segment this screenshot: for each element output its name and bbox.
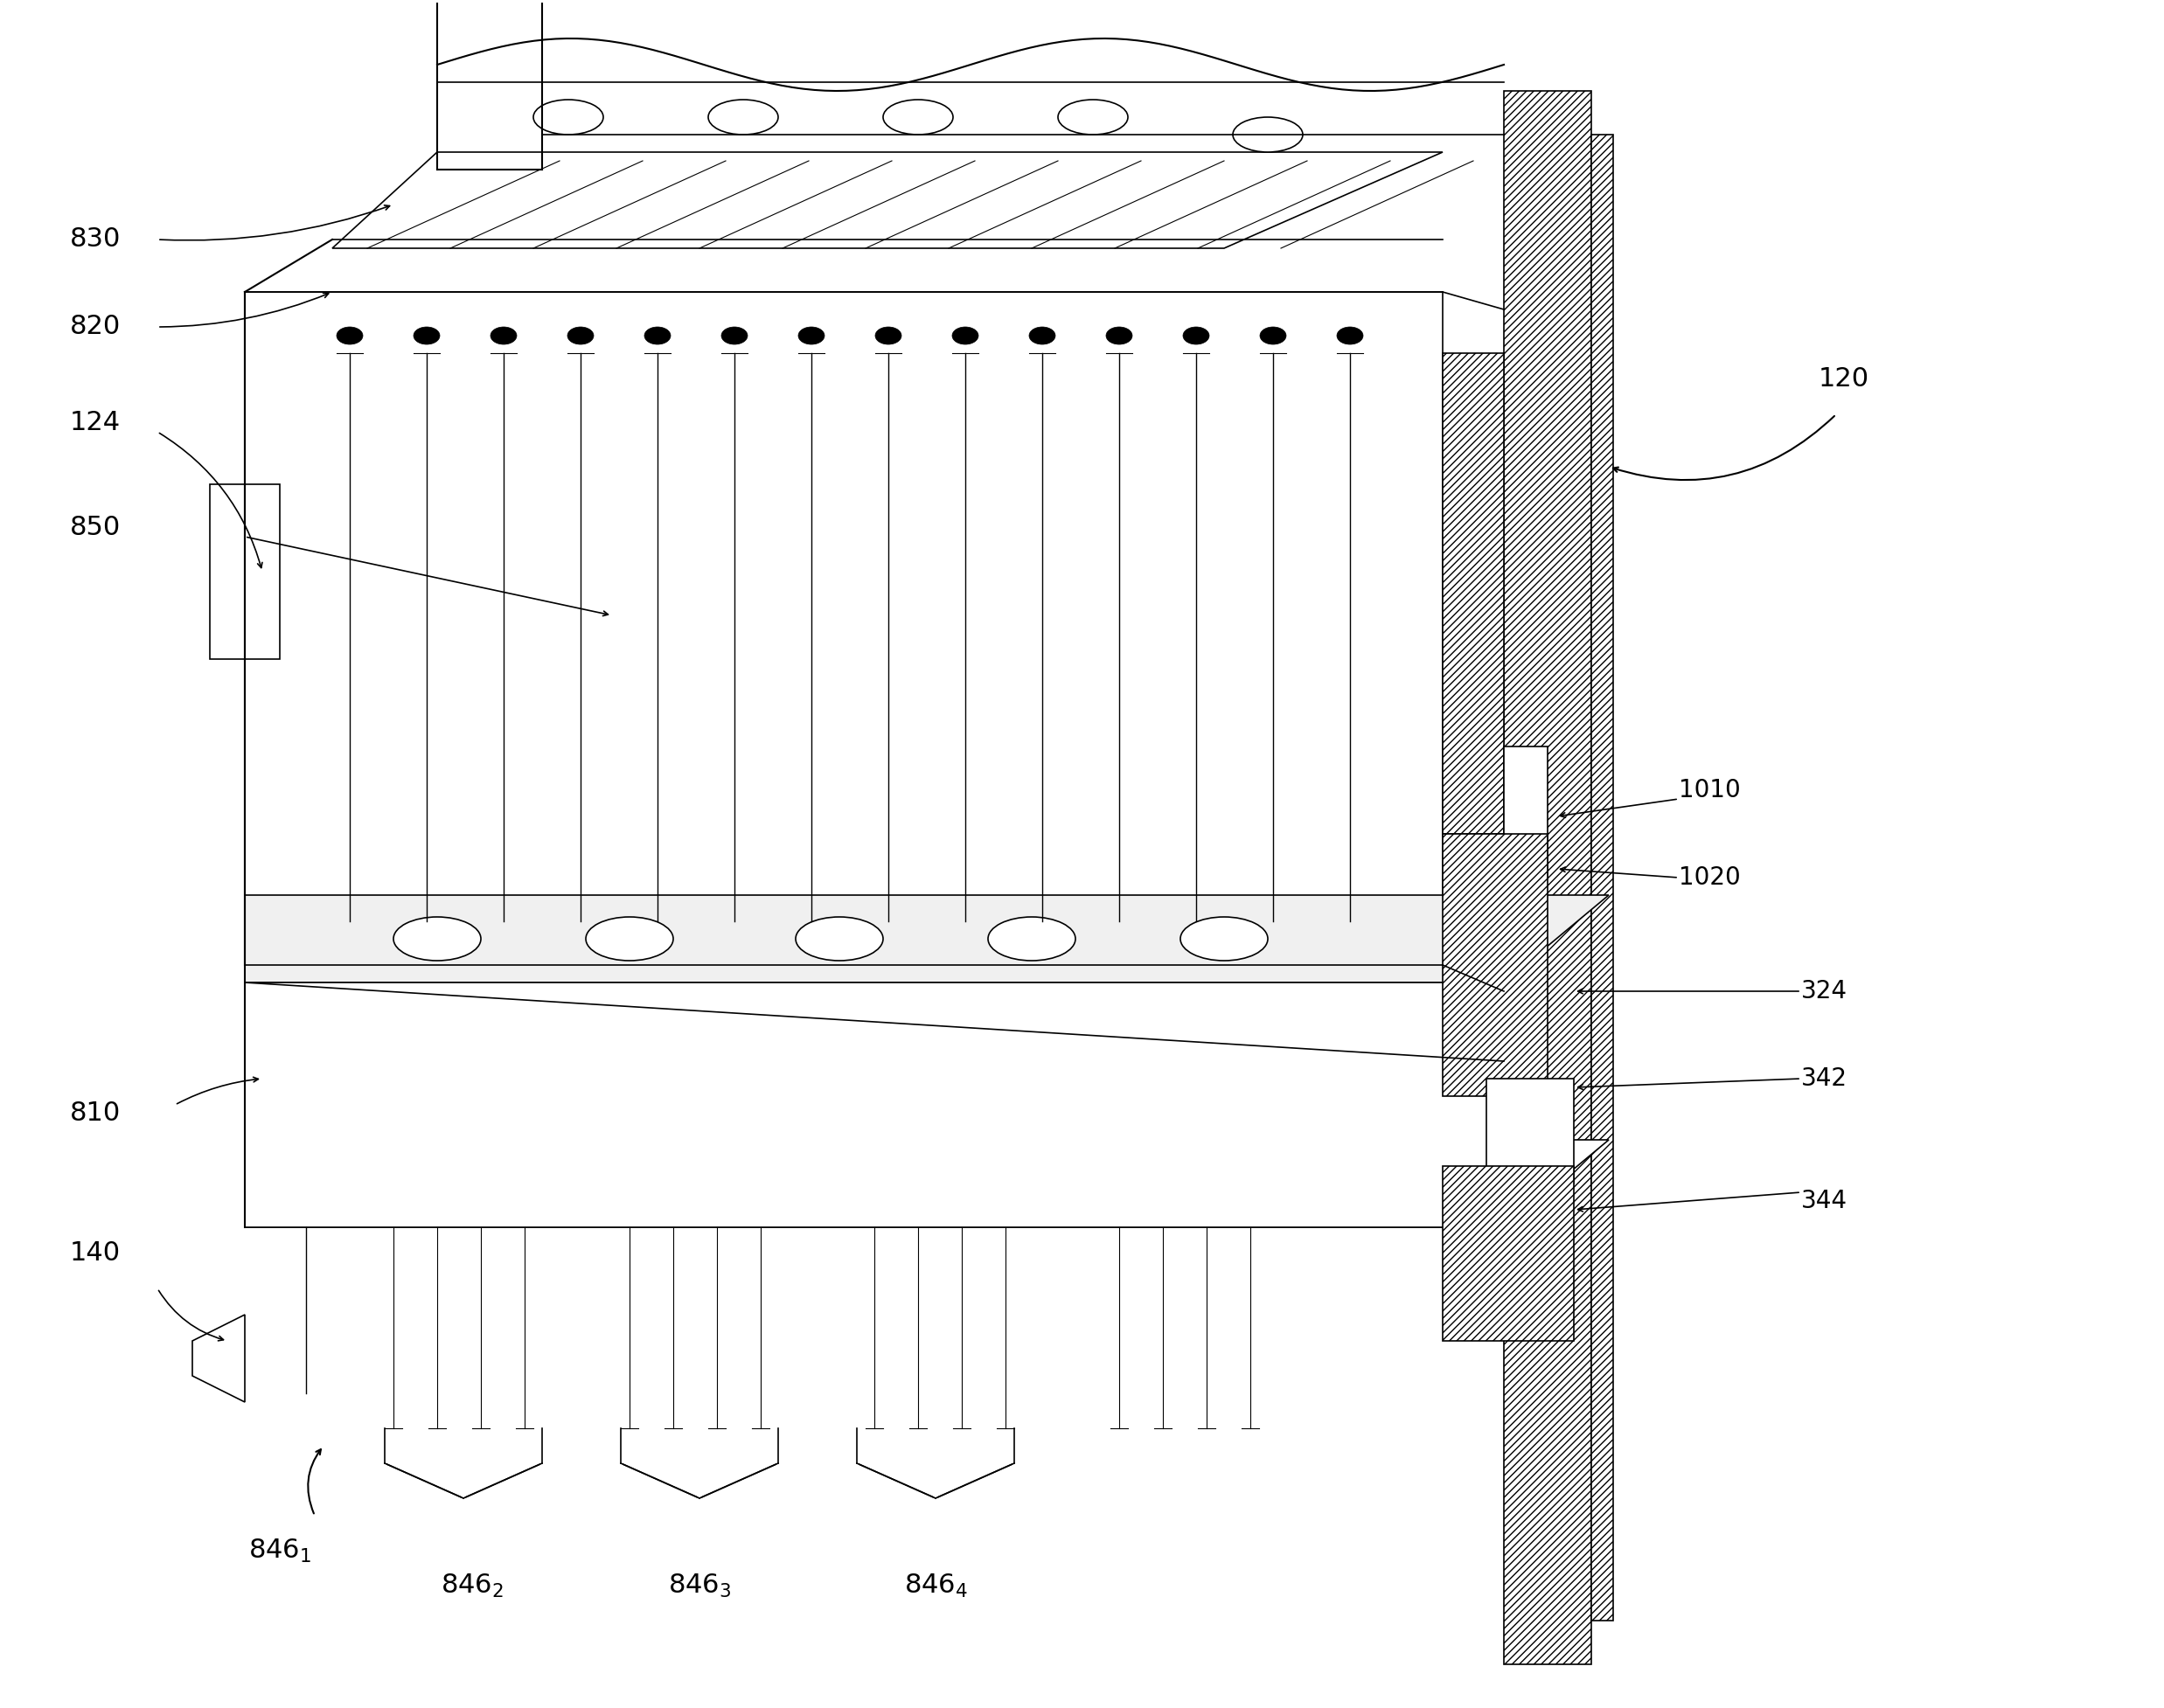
Polygon shape (333, 152, 1443, 248)
Ellipse shape (721, 326, 747, 345)
Text: 1010: 1010 (1679, 777, 1740, 803)
Polygon shape (245, 982, 1504, 1228)
Bar (1443, 834, 1547, 1097)
Polygon shape (245, 1139, 1608, 1228)
Ellipse shape (1184, 326, 1210, 345)
Ellipse shape (586, 917, 673, 960)
Polygon shape (245, 895, 1608, 982)
Bar (1487, 1079, 1573, 1184)
Bar (1504, 91, 1591, 1664)
Ellipse shape (532, 99, 604, 135)
Text: 324: 324 (1800, 979, 1848, 1004)
Ellipse shape (491, 326, 517, 345)
Text: 344: 344 (1800, 1189, 1848, 1213)
Ellipse shape (883, 99, 952, 135)
Ellipse shape (1106, 326, 1132, 345)
Bar (1504, 746, 1547, 878)
Ellipse shape (645, 326, 671, 345)
Ellipse shape (799, 326, 824, 345)
Bar (210, 485, 279, 659)
Ellipse shape (413, 326, 439, 345)
Text: 850: 850 (69, 516, 121, 541)
Polygon shape (193, 1315, 245, 1402)
Ellipse shape (1233, 118, 1303, 152)
Ellipse shape (338, 326, 364, 345)
Ellipse shape (708, 99, 779, 135)
Ellipse shape (874, 326, 902, 345)
Bar (1591, 135, 1612, 1621)
Text: 342: 342 (1800, 1066, 1848, 1091)
Ellipse shape (1179, 917, 1268, 960)
Ellipse shape (952, 326, 978, 345)
Ellipse shape (989, 917, 1076, 960)
Text: 830: 830 (69, 227, 121, 253)
Ellipse shape (1337, 326, 1363, 345)
Text: 810: 810 (69, 1102, 121, 1126)
Bar (1443, 1167, 1573, 1341)
Ellipse shape (1058, 99, 1127, 135)
Polygon shape (245, 292, 1443, 965)
Text: 120: 120 (1818, 367, 1870, 393)
Ellipse shape (567, 326, 593, 345)
Text: 140: 140 (69, 1240, 121, 1266)
Text: $846_4$: $846_4$ (905, 1571, 967, 1599)
Ellipse shape (1259, 326, 1285, 345)
Ellipse shape (394, 917, 480, 960)
Text: $846_2$: $846_2$ (441, 1571, 504, 1599)
Text: 820: 820 (69, 314, 121, 340)
Ellipse shape (1030, 326, 1056, 345)
Bar (1443, 354, 1504, 834)
Text: 1020: 1020 (1679, 866, 1740, 890)
Text: $846_1$: $846_1$ (249, 1537, 312, 1565)
Text: 124: 124 (69, 410, 121, 436)
Ellipse shape (796, 917, 883, 960)
Text: $846_3$: $846_3$ (669, 1571, 731, 1599)
